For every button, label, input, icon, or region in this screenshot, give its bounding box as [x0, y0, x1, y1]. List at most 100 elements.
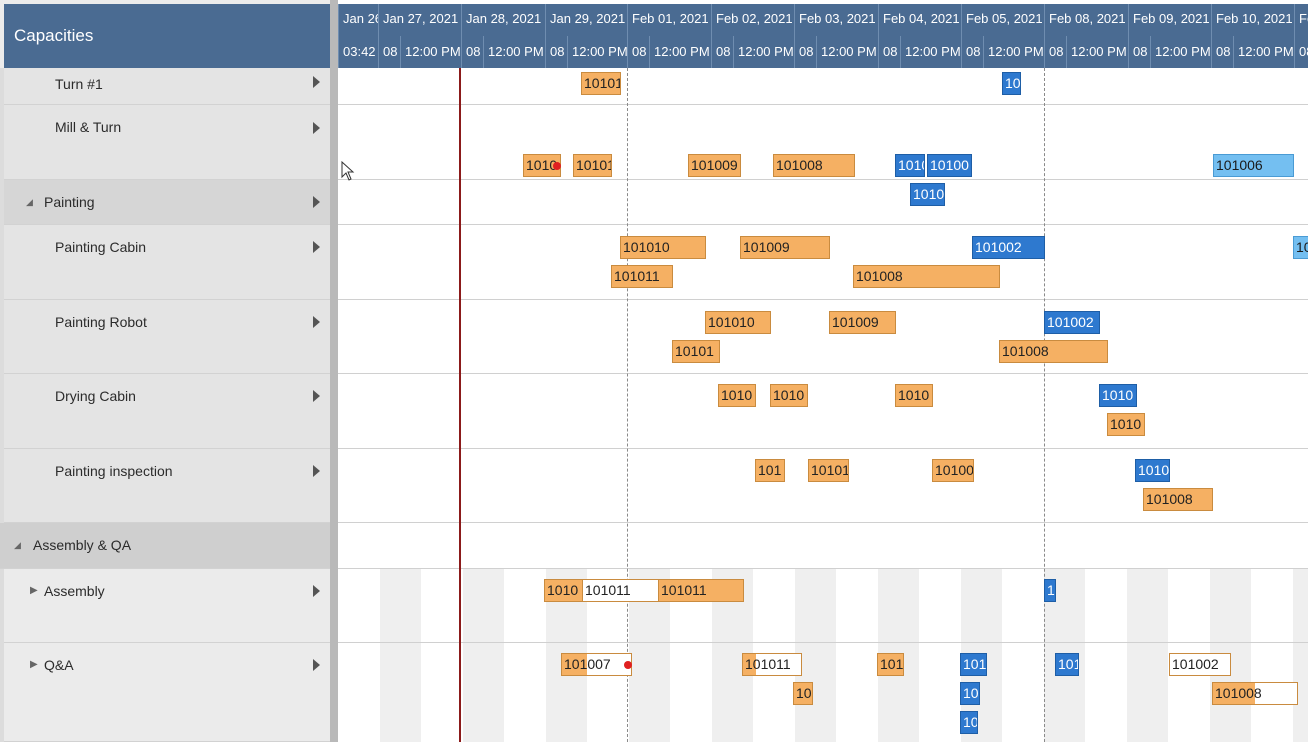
row-divider	[338, 448, 1308, 449]
row-label: Painting	[44, 194, 95, 210]
task-bar[interactable]: 10100	[932, 459, 974, 482]
hour-header: 08	[711, 36, 733, 68]
expand-icon[interactable]: ▶	[30, 585, 38, 596]
task-bar[interactable]: 101008	[1212, 682, 1298, 705]
day-header: Feb 09, 2021	[1128, 4, 1211, 36]
task-label: 1	[1047, 582, 1055, 598]
task-label: 10	[963, 714, 978, 730]
task-label: 10101	[811, 462, 849, 478]
row-arrow-icon[interactable]	[313, 241, 320, 253]
row-arrow-icon[interactable]	[313, 390, 320, 402]
row-turn-1[interactable]: Turn #1	[4, 68, 330, 105]
splitter[interactable]	[330, 0, 338, 742]
task-bar[interactable]: 1010	[544, 579, 584, 602]
task-bar[interactable]: 1010	[1135, 459, 1170, 482]
task-bar[interactable]: 101009	[688, 154, 741, 177]
row-arrow-icon[interactable]	[313, 585, 320, 597]
row-painting-inspection[interactable]: Painting inspection	[4, 449, 330, 523]
collapse-icon[interactable]: ◢	[26, 197, 33, 207]
task-bar[interactable]: 1	[1044, 579, 1056, 602]
row-arrow-icon[interactable]	[313, 196, 320, 208]
task-label: 10	[1296, 239, 1308, 255]
task-bar[interactable]: 101011	[611, 265, 673, 288]
task-bar[interactable]: 101	[960, 653, 987, 676]
row-arrow-icon[interactable]	[313, 76, 320, 88]
week-marker	[627, 68, 628, 742]
row-painting-cabin[interactable]: Painting Cabin	[4, 225, 330, 300]
task-bar[interactable]: 101009	[740, 236, 830, 259]
row-painting-group[interactable]: ◢ Painting	[4, 180, 330, 225]
row-divider	[338, 179, 1308, 180]
row-drying-cabin[interactable]: Drying Cabin	[4, 374, 330, 449]
task-bar[interactable]: 10	[960, 682, 980, 705]
task-bar[interactable]: 1010	[910, 183, 945, 206]
task-bar[interactable]: 101010	[620, 236, 706, 259]
task-bar[interactable]: 101002	[1044, 311, 1100, 334]
task-bar[interactable]: 1010	[1099, 384, 1137, 407]
row-assembly[interactable]: ▶ Assembly	[4, 569, 330, 643]
task-bar[interactable]: 101008	[853, 265, 1000, 288]
task-bar[interactable]: 101010	[705, 311, 771, 334]
task-label: 101002	[1047, 314, 1094, 330]
task-label: 101008	[1215, 685, 1262, 701]
task-bar[interactable]: 10	[1293, 236, 1308, 259]
task-bar[interactable]: 10	[1002, 72, 1021, 95]
task-label: 101	[758, 462, 782, 478]
row-arrow-icon[interactable]	[313, 659, 320, 671]
task-bar[interactable]: 10	[793, 682, 813, 705]
task-label: 101008	[856, 268, 903, 284]
task-bar[interactable]: 101002	[972, 236, 1045, 259]
row-divider	[338, 104, 1308, 105]
task-label: 101008	[776, 157, 823, 173]
task-bar[interactable]: 101	[877, 653, 904, 676]
task-label: 10	[796, 685, 812, 701]
task-bar[interactable]: 101007	[561, 653, 632, 676]
task-bar[interactable]: 10	[960, 711, 978, 734]
task-bar[interactable]: 101011	[742, 653, 802, 676]
gantt-area[interactable]: 1010110101010101101009101008101010100101…	[338, 68, 1308, 742]
task-label: 1010	[547, 582, 579, 598]
task-bar[interactable]: 101	[1055, 653, 1079, 676]
expand-icon[interactable]: ▶	[30, 659, 38, 670]
task-bar[interactable]: 101009	[829, 311, 896, 334]
row-mill-turn[interactable]: Mill & Turn	[4, 105, 330, 180]
task-label: 101009	[743, 239, 790, 255]
row-arrow-icon[interactable]	[313, 465, 320, 477]
row-painting-robot[interactable]: Painting Robot	[4, 300, 330, 374]
task-bar[interactable]: 1010	[770, 384, 808, 407]
task-bar[interactable]: 101	[755, 459, 785, 482]
task-bar[interactable]: 101011	[658, 579, 744, 602]
task-bar[interactable]: 10101	[581, 72, 621, 95]
task-bar[interactable]: 10101	[808, 459, 849, 482]
task-bar[interactable]: 1010	[895, 154, 925, 177]
task-label: 101	[963, 656, 987, 672]
task-bar[interactable]: 10101	[573, 154, 612, 177]
hour-header: 12:00 PM	[567, 36, 627, 68]
task-label: 1010	[1110, 416, 1142, 432]
task-label: 10100	[935, 462, 974, 478]
row-qa[interactable]: ▶ Q&A	[4, 643, 330, 742]
task-bar[interactable]: 101002	[1169, 653, 1231, 676]
collapse-icon[interactable]: ◢	[14, 540, 21, 550]
task-bar[interactable]: 101008	[773, 154, 855, 177]
task-bar[interactable]: 101008	[999, 340, 1108, 363]
task-bar[interactable]: 1010	[718, 384, 756, 407]
row-arrow-icon[interactable]	[313, 316, 320, 328]
task-bar[interactable]: 101006	[1213, 154, 1294, 177]
row-divider	[338, 299, 1308, 300]
row-arrow-icon[interactable]	[313, 122, 320, 134]
panel-edge	[0, 68, 4, 742]
task-bar[interactable]: 1010	[523, 154, 561, 177]
task-bar[interactable]: 1010	[895, 384, 933, 407]
task-bar[interactable]: 1010	[1107, 413, 1145, 436]
row-label: Painting inspection	[55, 463, 173, 479]
task-bar[interactable]: 101011	[582, 579, 659, 602]
hour-header: 12:00 PM	[900, 36, 961, 68]
hour-header: 08	[794, 36, 816, 68]
row-assembly-qa-group[interactable]: ◢ Assembly & QA	[0, 523, 330, 569]
task-label: 101	[1058, 656, 1078, 672]
task-bar[interactable]: 10101	[672, 340, 720, 363]
task-bar[interactable]: 101008	[1143, 488, 1213, 511]
task-progress	[743, 654, 756, 675]
task-bar[interactable]: 10100	[927, 154, 972, 177]
